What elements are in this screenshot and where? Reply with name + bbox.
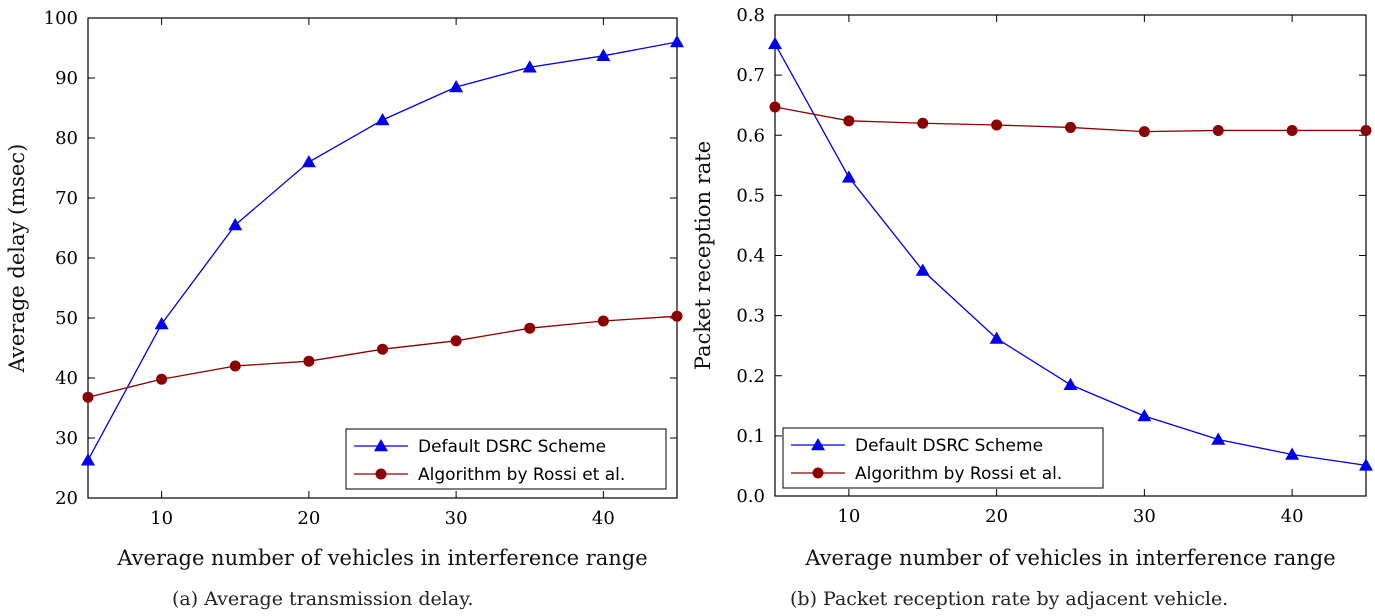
data-point-triangle [670,35,684,48]
data-point-circle [1138,126,1150,138]
y-tick-label: 0.5 [736,185,765,206]
plot-frame [87,17,678,499]
data-point-circle [156,373,168,385]
data-point-triangle [228,218,243,231]
x-tick-label: 20 [985,506,1008,527]
y-tick-label: 50 [55,308,78,329]
data-point-circle [450,335,462,347]
data-point-triangle [522,60,537,73]
series-line-1 [774,43,1367,466]
y-tick-label: 0.4 [736,246,765,267]
caption-b: (b) Packet reception rate by adjacent ve… [790,588,1229,610]
y-tick-label: 0.2 [736,366,765,387]
data-point-triangle [375,113,390,126]
x-tick-label: 10 [150,508,173,529]
y-tick-label: 0.0 [736,486,765,507]
data-point-circle [1360,124,1372,136]
data-point-circle [524,322,536,334]
plot-frame [774,14,1367,497]
legend-box [782,427,1104,489]
x-tick-label: 10 [837,506,860,527]
x-tick-label: 40 [1281,506,1304,527]
data-point-triangle [1137,409,1152,422]
legend-label: Algorithm by Rossi et al. [855,464,1062,484]
y-tick-label: 0.1 [736,426,765,447]
legend-label: Default DSRC Scheme [855,436,1043,456]
data-point-circle [229,360,241,372]
x-tick-label: 40 [592,508,615,529]
data-point-circle [1065,121,1076,133]
series-line-2 [87,315,678,398]
data-point-triangle [768,36,782,50]
data-point-circle [843,115,855,127]
y-axis-label: Packet reception rate [691,141,715,370]
x-tick-label: 30 [445,508,468,529]
y-tick-label: 0.6 [736,125,765,146]
series-line-1 [87,41,678,461]
y-tick-label: 0.3 [736,306,765,327]
data-point-triangle [1359,458,1373,471]
y-tick-label: 0.7 [736,65,765,86]
y-tick-label: 70 [55,188,78,209]
data-point-circle [991,119,1003,131]
y-tick-label: 0.8 [736,5,765,26]
data-point-triangle [989,331,1004,344]
data-point-triangle [1211,432,1226,445]
legend-marker-circle [375,468,387,480]
data-point-triangle [915,263,930,276]
x-axis-label: Average number of vehicles in interferen… [116,546,647,570]
data-point-circle [769,101,781,113]
y-tick-label: 100 [44,8,78,29]
legend-label: Algorithm by Rossi et al. [418,465,625,485]
data-point-triangle [81,453,95,466]
x-tick-label: 30 [1133,506,1156,527]
data-point-triangle [841,170,856,183]
data-point-triangle [1285,447,1300,460]
y-tick-label: 90 [55,68,78,89]
delay-chart: 10 20 30 40 20 30 40 50 60 70 80 90 100 Average numbe… [5,8,684,570]
data-point-triangle [301,155,316,168]
y-tick-label: 20 [55,488,78,509]
y-tick-label: 60 [55,248,78,269]
data-point-circle [1286,124,1298,136]
data-point-circle [377,343,388,355]
data-point-circle [671,310,683,322]
data-point-circle [917,117,929,129]
legend-marker-triangle [374,439,388,452]
legend-marker-triangle [811,438,825,451]
y-tick-label: 80 [55,128,78,149]
data-point-circle [597,315,609,327]
legend-marker-circle [812,467,824,479]
caption-a: (a) Average transmission delay. [172,588,474,610]
y-tick-label: 40 [55,368,78,389]
y-tick-label: 30 [55,428,78,449]
data-point-circle [82,391,94,403]
x-axis-label: Average number of vehicles in interferen… [804,546,1335,570]
x-tick-label: 20 [297,508,320,529]
data-point-triangle [596,48,611,62]
data-point-triangle [1063,377,1078,391]
legend-label: Default DSRC Scheme [418,437,606,457]
reception-rate-chart: 10 20 30 40 0.0 0.1 0.2 0.3 0.4 0.5 0.6 0.7 0.8 Avera… [691,5,1373,570]
data-point-triangle [449,80,464,93]
data-point-circle [1212,124,1224,136]
legend-box [345,428,667,490]
data-point-triangle [154,317,169,330]
data-point-circle [303,355,315,367]
y-axis-label: Average delay (msec) [5,144,29,374]
